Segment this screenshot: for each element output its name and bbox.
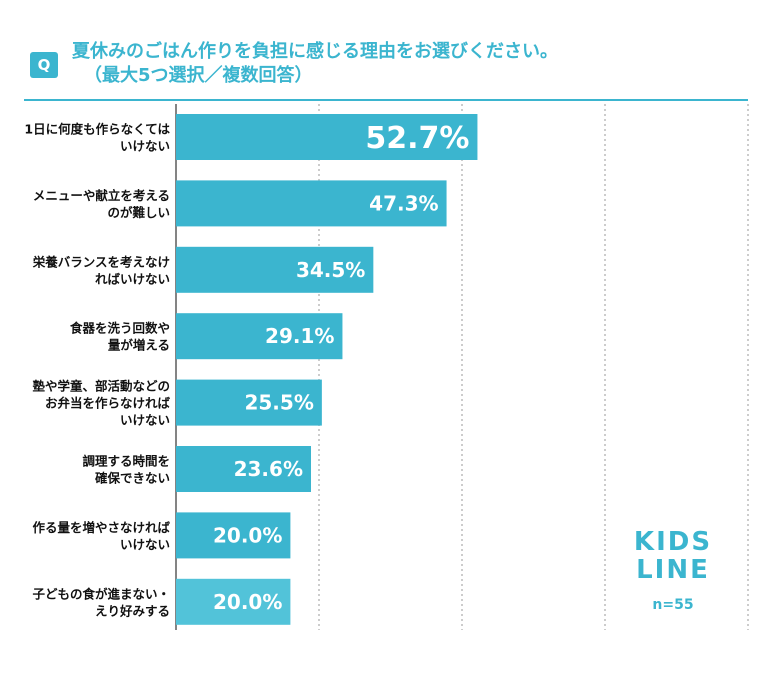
value-label-7: 20.0% [213,523,282,547]
value-label-2: 47.3% [369,191,438,215]
category-label-3-line-1: 栄養バランスを考えなけ [32,254,170,269]
category-label-6-line-2: 確保できない [95,471,170,486]
chart-subtitle: （最大5つ選択／複数回答） [84,65,313,86]
category-label-4: 食器を洗う回数や量が増える [69,321,170,353]
bar-7 [176,512,291,559]
value-label-3: 34.5% [296,258,365,282]
sample-size-note: n=55 [652,597,694,613]
kidsline-logo: KIDS LINE [618,528,728,584]
category-label-5-line-1: 塾や学童、部活動などの [32,379,170,394]
value-label-8: 20.0% [213,590,282,614]
category-label-5: 塾や学童、部活動などのお弁当を作らなければいけない [32,379,170,428]
category-label-2-line-1: メニューや献立を考える [33,188,170,203]
bar-5 [176,379,322,426]
category-label-2-line-2: のが難しい [107,205,170,220]
category-label-8-line-2: えり好みする [95,603,170,618]
category-label-8-line-1: 子どもの食が進まない・ [32,586,170,601]
question-badge: Q [30,52,58,78]
value-label-1: 52.7% [365,121,469,156]
logo-line-2: LINE [636,555,710,585]
chart-title-block: 夏休みのごはん作りを負担に感じる理由をお選びください。 （最大5つ選択／複数回答… [72,40,558,88]
category-label-7-line-2: いけない [120,537,170,552]
category-label-4-line-2: 量が増える [108,338,170,353]
category-label-1: 1日に何度も作らなくてはいけない [24,122,170,154]
category-label-3: 栄養バランスを考えなければいけない [32,254,170,286]
category-label-2: メニューや献立を考えるのが難しい [33,188,170,220]
category-label-1-line-2: いけない [120,139,170,154]
category-label-4-line-1: 食器を洗う回数や [69,321,170,336]
bar-6 [176,446,311,492]
bar-1 [176,114,478,160]
value-label-4: 29.1% [265,324,334,348]
bar-8 [176,578,291,625]
bar-2 [176,180,447,227]
chart-title: 夏休みのごはん作りを負担に感じる理由をお選びください。 [72,41,558,62]
category-label-6: 調理する時間を確保できない [82,454,170,486]
value-label-6: 23.6% [234,457,303,481]
category-label-7: 作る量を増やさなければいけない [32,520,170,552]
category-label-8: 子どもの食が進まない・えり好みする [32,586,170,618]
value-label-5: 25.5% [244,391,313,415]
question-badge-letter: Q [37,56,51,74]
category-label-3-line-2: ればいけない [95,271,170,286]
category-label-7-line-1: 作る量を増やさなければ [32,520,170,535]
bar-3 [176,246,374,293]
category-label-5-line-3: いけない [120,413,170,428]
category-label-5-line-2: お弁当を作らなければ [45,396,171,411]
category-label-1-line-1: 1日に何度も作らなくては [24,122,170,137]
category-label-6-line-1: 調理する時間を [82,454,170,469]
bar-4 [176,313,343,360]
title-underline [24,99,748,101]
logo-line-1: KIDS [633,527,713,557]
